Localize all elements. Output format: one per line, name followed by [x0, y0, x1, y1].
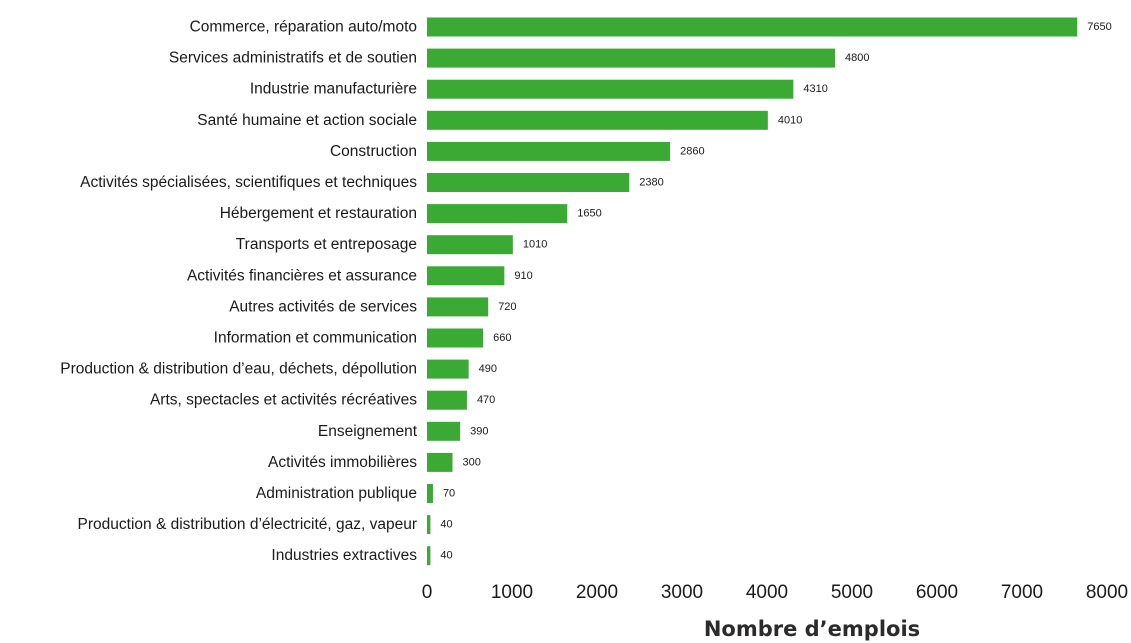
category-label: Information et communication — [214, 330, 417, 347]
data-label: 470 — [477, 394, 495, 406]
x-tick-label: 8000 — [1086, 582, 1128, 603]
category-label: Arts, spectacles et activités récréative… — [150, 392, 417, 409]
data-label: 660 — [493, 332, 511, 344]
bar — [427, 484, 433, 503]
bar — [427, 110, 768, 130]
bar — [427, 79, 794, 99]
category-label: Industries extractives — [271, 547, 417, 564]
x-tick-label: 7000 — [1001, 582, 1043, 603]
data-label: 7650 — [1087, 21, 1111, 33]
x-tick-label: 5000 — [831, 582, 873, 603]
category-label: Transports et entreposage — [236, 236, 417, 253]
bar — [427, 141, 671, 161]
data-label: 2380 — [639, 177, 663, 189]
x-tick-label: 3000 — [661, 582, 703, 603]
x-tick-label: 0 — [422, 582, 433, 603]
bar — [427, 297, 489, 317]
value-labels-layer: 7650 4800 4310 4010 2860 2380 1650 1010 910 720 66… — [440, 21, 1111, 562]
category-label: Activités spécialisées, scientifiques et… — [80, 174, 417, 191]
data-label: 1650 — [577, 208, 601, 220]
category-label: Activités immobilières — [268, 454, 417, 471]
x-tick-label: 4000 — [746, 582, 788, 603]
x-axis-title: Nombre d’emplois — [704, 617, 920, 641]
x-tick-label: 2000 — [576, 582, 618, 603]
data-label: 4010 — [778, 114, 802, 126]
bar — [427, 266, 505, 286]
bar — [427, 390, 467, 410]
data-label: 720 — [498, 301, 516, 313]
data-label: 390 — [470, 425, 488, 437]
data-label: 4310 — [803, 83, 827, 95]
data-label: 300 — [463, 456, 481, 468]
x-tick-label: 1000 — [491, 582, 533, 603]
data-label: 2860 — [680, 145, 704, 157]
data-label: 910 — [514, 270, 532, 282]
category-label: Production & distribution d’eau, déchets… — [60, 361, 417, 378]
bar — [427, 173, 630, 192]
category-label: Services administratifs et de soutien — [169, 50, 417, 67]
bar — [427, 204, 568, 224]
category-label: Construction — [330, 143, 417, 160]
category-label: Hébergement et restauration — [220, 205, 417, 222]
category-labels-layer: Commerce, réparation auto/moto Services a… — [60, 19, 417, 565]
bar — [427, 452, 453, 472]
category-label: Santé humaine et action sociale — [197, 112, 417, 129]
category-label: Activités financières et assurance — [187, 267, 417, 284]
category-label: Autres activités de services — [229, 298, 417, 315]
bar — [427, 48, 835, 68]
bar — [427, 328, 484, 348]
data-label: 1010 — [523, 239, 547, 251]
bar — [427, 235, 513, 255]
data-label: 490 — [479, 363, 497, 375]
bar — [427, 546, 431, 566]
category-label: Commerce, réparation auto/moto — [190, 19, 417, 36]
bar — [427, 17, 1078, 37]
data-label: 40 — [440, 550, 452, 562]
x-axis-ticks-layer: 0 1000 2000 3000 4000 5000 6000 7000 8000 — [422, 582, 1128, 603]
bar — [427, 421, 461, 441]
bar — [427, 515, 431, 535]
category-label: Industrie manufacturière — [250, 81, 417, 98]
x-tick-label: 6000 — [916, 582, 958, 603]
category-label: Production & distribution d’électricité,… — [78, 516, 417, 533]
data-label: 70 — [443, 488, 455, 500]
bar — [427, 359, 469, 379]
bars-layer — [427, 17, 1078, 566]
data-label: 40 — [440, 519, 452, 531]
category-label: Enseignement — [318, 423, 418, 440]
category-label: Administration publique — [256, 485, 417, 502]
data-label: 4800 — [845, 52, 869, 64]
